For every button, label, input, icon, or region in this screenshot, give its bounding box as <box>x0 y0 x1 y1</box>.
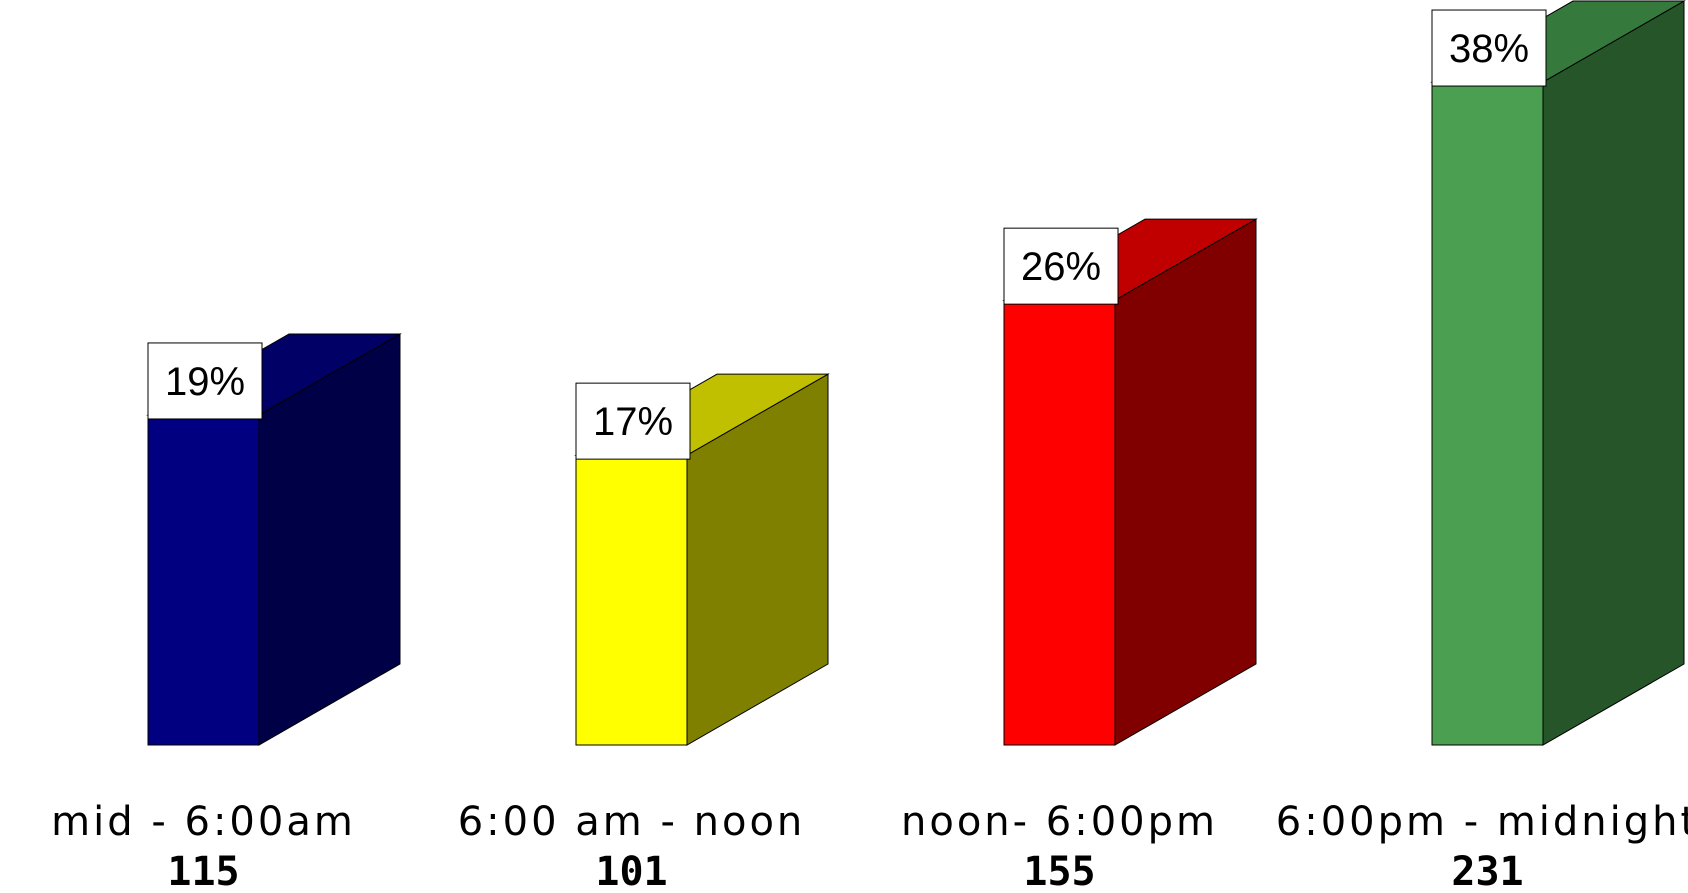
data-label-2: 17% <box>593 400 673 444</box>
bar-side-4 <box>1542 0 1685 746</box>
bar-front-2 <box>575 454 688 746</box>
data-label-box-4 <box>1431 9 1547 87</box>
data-label-box-1 <box>147 342 263 420</box>
count-label-4: 231 <box>1451 849 1523 893</box>
count-label-1: 115 <box>167 849 239 893</box>
category-label-1: mid - 6:00am <box>51 799 356 845</box>
data-label-4: 38% <box>1449 27 1529 71</box>
category-label-3: noon- 6:00pm <box>901 799 1218 845</box>
bar-front-3 <box>1003 299 1116 746</box>
bar-side-3 <box>1114 218 1257 746</box>
count-label-3: 155 <box>1023 849 1095 893</box>
bar-front-1 <box>147 414 260 746</box>
category-label-4: 6:00pm - midnight <box>1276 799 1688 845</box>
data-label-1: 19% <box>165 360 245 404</box>
bar-front-4 <box>1431 81 1544 746</box>
count-label-2: 101 <box>595 849 667 893</box>
category-label-2: 6:00 am - noon <box>458 799 806 845</box>
bars-group: 19% 17% 26% 38% <box>146 0 1686 746</box>
data-label-box-2 <box>575 382 691 460</box>
data-label-3: 26% <box>1021 245 1101 289</box>
data-label-box-3 <box>1003 227 1119 305</box>
